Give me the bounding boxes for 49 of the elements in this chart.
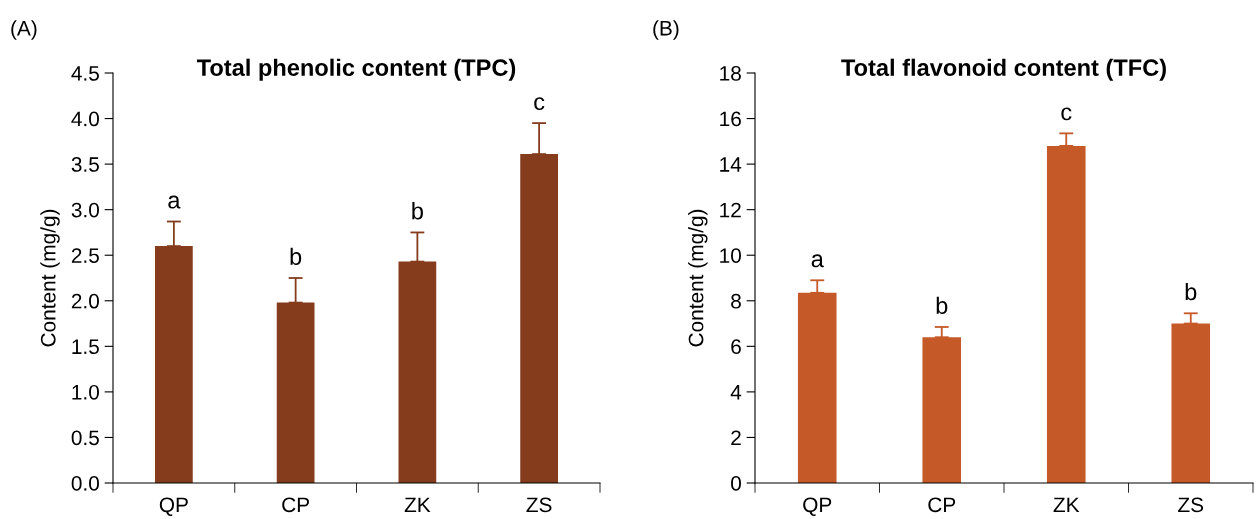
y-tick-label: 3.0 (71, 202, 99, 218)
y-tick-label: 4 (730, 385, 742, 400)
annotation: b (290, 247, 302, 265)
annotation: b (412, 202, 423, 220)
y-tick-label: 3.5 (71, 157, 99, 172)
y-tick-label: 12 (720, 202, 741, 218)
x-tick-label: ZK (404, 497, 431, 512)
x-tick-label: QP (159, 497, 188, 516)
y-tick-label: 14 (720, 157, 742, 172)
annotation: b (936, 296, 948, 314)
y-tick-label: 8 (731, 293, 741, 309)
x-tick-label: CP (282, 497, 309, 513)
bar (797, 292, 837, 483)
y-tick-label: 2 (731, 430, 741, 445)
y-tick-label: 18 (720, 66, 741, 81)
annotation: c (534, 97, 545, 111)
annotation: b (1185, 282, 1197, 301)
annotation: a (168, 195, 181, 209)
x-tick-label: ZS (526, 497, 552, 513)
y-tick-label: 1.0 (72, 384, 99, 400)
bar (155, 246, 193, 483)
annotation: c (1061, 107, 1072, 121)
annotation: a (811, 254, 824, 268)
text: (B) (653, 20, 679, 40)
bar (276, 302, 315, 483)
chart-title: Total flavonoid content (TFC) (841, 58, 1166, 81)
x-tick-label: ZK (1053, 497, 1080, 512)
x-tick-label: ZS (1178, 497, 1204, 513)
bar (398, 261, 437, 483)
y-axis-title: Content (mg/g) (40, 209, 60, 347)
y-tick-label: 0 (731, 476, 741, 491)
text: (A) (11, 20, 37, 40)
chart-title: Total phenolic content (TPC) (196, 58, 516, 81)
bar (1046, 145, 1086, 483)
y-tick-label: 0.0 (71, 476, 99, 491)
y-tick-label: 6 (731, 339, 741, 355)
x-tick-label: QP (803, 497, 832, 516)
bar (520, 154, 558, 483)
y-tick-label: 2.5 (71, 248, 99, 263)
bar (922, 337, 962, 483)
y-tick-label: 4.0 (71, 111, 99, 127)
y-tick-label: 4.5 (71, 66, 99, 81)
y-tick-label: 0.5 (71, 430, 99, 446)
x-tick-label: CP (928, 497, 956, 513)
y-tick-label: 10 (720, 248, 741, 263)
y-tick-label: 16 (720, 111, 741, 127)
y-tick-label: 1.5 (72, 339, 99, 355)
y-tick-label: 2.0 (71, 293, 99, 309)
y-axis-title: Content (mg/g) (688, 209, 708, 347)
